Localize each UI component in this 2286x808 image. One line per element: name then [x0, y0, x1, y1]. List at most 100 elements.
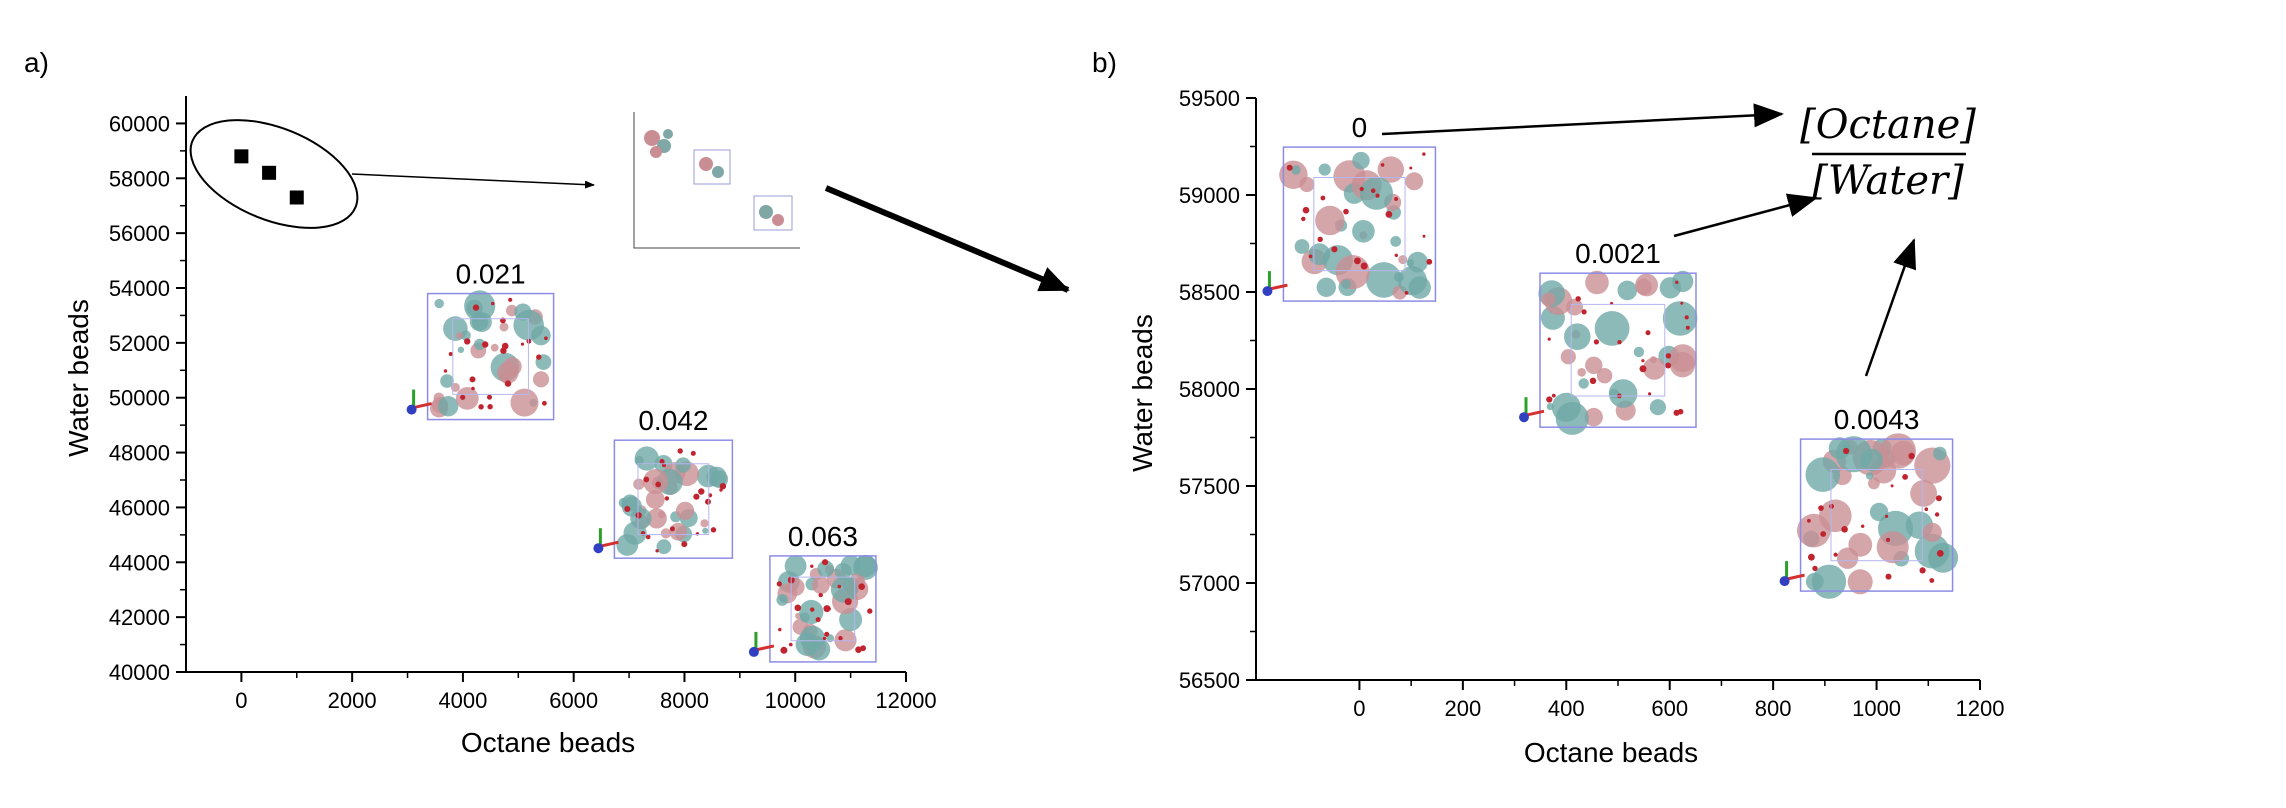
ratio-denominator: [Water]	[1812, 158, 1964, 204]
a-inset-2-inner-box	[790, 576, 856, 642]
ratio-arrow-2	[1673, 193, 1818, 238]
b-inset-1-box	[1539, 272, 1697, 428]
a-x-tick-label: 2000	[328, 688, 377, 713]
a-inset-2-molecules	[776, 554, 878, 661]
a-inset-0-label: 0.021	[456, 259, 526, 290]
a-inset-2-box	[769, 555, 877, 663]
b-inset-2-molecules	[1797, 433, 1959, 599]
thumbnail-cluster-3	[753, 195, 793, 231]
panel-a-points	[234, 149, 304, 205]
ratio-annotation: [Octane] [Water]	[1800, 102, 1976, 204]
a-y-tick-label: 58000	[109, 166, 170, 191]
b-inset-0-box	[1282, 146, 1437, 302]
panel-a-axes	[185, 96, 906, 673]
a-x-tick-label: 6000	[549, 688, 598, 713]
b-inset-2-inner-box	[1830, 469, 1923, 562]
panel-b-thumbnail	[628, 112, 808, 249]
a-x-tick-label: 12000	[875, 688, 936, 713]
a-y-tick-label: 44000	[109, 550, 170, 575]
a-inset-0: 0.021	[406, 259, 555, 421]
b-x-tick-label: 200	[1444, 696, 1481, 721]
panel-b-y-axis-label: Water beads	[1127, 314, 1158, 472]
a-x-tick-label: 10000	[765, 688, 826, 713]
panel-b: b) 56500 57000 57500 58000 58500 59000 59500 0…	[1092, 47, 2004, 768]
panel-a-label: a)	[24, 47, 49, 78]
panel-b-insets: 0 0.0021 0.0043	[1262, 112, 1959, 599]
b-y-tick-label: 59500	[1179, 86, 1240, 111]
b-inset-0-axis-triad	[1262, 271, 1288, 297]
highlight-ellipse	[189, 119, 359, 229]
a-inset-1-axis-triad	[593, 528, 619, 554]
ratio-numerator: [Octane]	[1800, 102, 1976, 148]
panel-a: a) 40000 42000 44000 46000 48000 50000 52000 54…	[24, 47, 1070, 758]
b-inset-1-inner-box	[1570, 303, 1666, 397]
b-inset-0-label: 0	[1352, 112, 1368, 143]
b-inset-2-box	[1799, 438, 1954, 592]
b-inset-0: 0	[1262, 112, 1437, 302]
a-y-tick-label: 60000	[109, 111, 170, 136]
a-inset-1: 0.042	[593, 405, 734, 559]
thumbnail-cluster-1	[644, 129, 673, 158]
a-y-tick-label: 54000	[109, 276, 170, 301]
a-y-tick-label: 40000	[109, 660, 170, 685]
b-x-tick-label: 1000	[1852, 696, 1901, 721]
ratio-arrow-1	[1381, 103, 1784, 136]
a-inset-2-axis-triad	[748, 631, 775, 657]
b-inset-2-axis-triad	[1779, 561, 1805, 587]
b-inset-2: 0.0043	[1779, 404, 1959, 599]
b-y-tick-label: 56500	[1179, 668, 1240, 693]
b-y-tick-label: 57500	[1179, 474, 1240, 499]
b-y-tick-label: 58500	[1179, 280, 1240, 305]
b-inset-2-label: 0.0043	[1834, 404, 1920, 435]
a-y-tick-label: 52000	[109, 331, 170, 356]
b-inset-1-axis-triad	[1519, 397, 1545, 423]
a-data-point-0	[234, 149, 249, 164]
panel-b-x-ticks: 0 200 400 600 800 1000 1200	[1353, 680, 2004, 721]
a-inset-1-label: 0.042	[638, 405, 708, 436]
a-inset-0-box	[426, 292, 555, 421]
panel-a-x-ticks: 0 2000 4000 6000 8000 10000 12000	[235, 672, 937, 713]
b-y-tick-label: 59000	[1179, 183, 1240, 208]
a-inset-2-label: 0.063	[788, 521, 858, 552]
panel-b-x-axis-label: Octane beads	[1524, 737, 1698, 768]
a-y-tick-label: 48000	[109, 441, 170, 466]
a-data-point-1	[262, 165, 277, 180]
b-x-tick-label: 600	[1651, 696, 1688, 721]
panel-a-insets: 0.021 0.042 0.063	[406, 259, 878, 663]
zoom-pointer-arrow	[351, 173, 595, 189]
b-x-tick-label: 0	[1353, 696, 1365, 721]
a-inset-0-inner-box	[452, 318, 529, 395]
a-y-tick-label: 42000	[109, 605, 170, 630]
b-x-tick-label: 1200	[1956, 696, 2005, 721]
a-inset-1-molecules	[616, 446, 729, 556]
panel-link-arrow	[824, 185, 1070, 293]
panel-a-y-ticks: 40000 42000 44000 46000 48000 50000 52000 54000…	[109, 111, 186, 685]
a-inset-1-box	[613, 439, 734, 559]
b-inset-1: 0.0021	[1519, 238, 1698, 435]
a-inset-2: 0.063	[748, 521, 878, 663]
panel-a-y-axis-label: Water beads	[63, 299, 94, 457]
a-inset-1-inner-box	[637, 463, 710, 536]
ratio-arrow-3	[1864, 238, 1916, 377]
a-y-tick-label: 46000	[109, 495, 170, 520]
a-y-tick-label: 50000	[109, 386, 170, 411]
a-x-tick-label: 8000	[660, 688, 709, 713]
a-inset-0-molecules	[430, 290, 552, 418]
a-x-tick-label: 0	[235, 688, 247, 713]
b-y-tick-label: 57000	[1179, 571, 1240, 596]
panel-b-label: b)	[1092, 47, 1117, 78]
b-x-tick-label: 400	[1548, 696, 1585, 721]
panel-b-y-ticks: 56500 57000 57500 58000 58500 59000 59500	[1179, 86, 1256, 693]
b-inset-1-molecules	[1538, 270, 1698, 435]
thumbnail-axes	[633, 112, 800, 249]
a-inset-0-axis-triad	[406, 389, 432, 415]
a-data-point-2	[289, 190, 304, 205]
a-y-tick-label: 56000	[109, 221, 170, 246]
b-x-tick-label: 800	[1755, 696, 1792, 721]
b-inset-0-inner-box	[1313, 177, 1406, 272]
panel-a-x-axis-label: Octane beads	[461, 727, 635, 758]
thumbnail-cluster-2	[693, 149, 731, 185]
b-y-tick-label: 58000	[1179, 377, 1240, 402]
b-inset-0-molecules	[1279, 151, 1433, 300]
